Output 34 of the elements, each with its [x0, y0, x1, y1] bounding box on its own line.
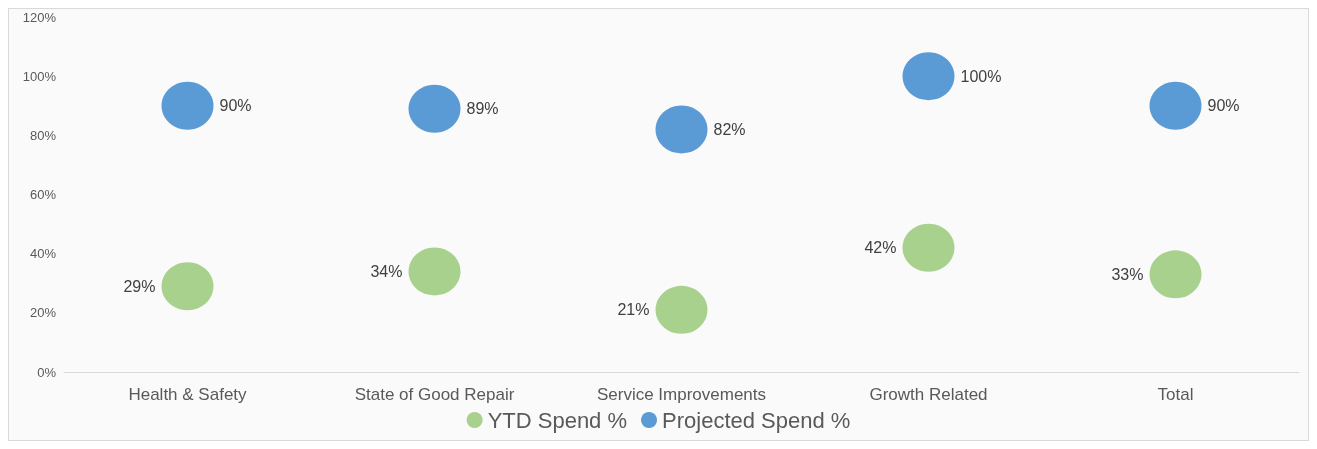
point [161, 262, 214, 311]
y-tick-label: 120% [22, 9, 57, 25]
point [1149, 250, 1202, 299]
point [408, 247, 461, 296]
data-label: 90% [1207, 97, 1240, 115]
point [902, 223, 955, 272]
y-tick-label: 20% [29, 305, 57, 321]
x-tick-label: Total [1157, 385, 1194, 404]
data-label: 33% [1111, 265, 1144, 283]
data-label: 42% [864, 239, 897, 257]
point [902, 52, 955, 101]
data-label: 29% [123, 277, 156, 295]
legend-label: Projected Spend % [662, 407, 851, 433]
legend-label: YTD Spend % [487, 407, 628, 433]
point [1149, 81, 1202, 130]
data-label: 100% [960, 67, 1002, 85]
y-tick-label: 100% [22, 68, 57, 84]
y-tick-label: 60% [29, 187, 57, 202]
data-label: 90% [219, 97, 252, 115]
point [161, 81, 214, 130]
y-tick-label: 40% [29, 246, 57, 262]
x-tick-label: Growth Related [869, 385, 988, 404]
data-label: 34% [370, 262, 403, 280]
x-tick-label: Health & Safety [128, 385, 248, 404]
data-label: 21% [617, 301, 650, 319]
point [408, 84, 461, 133]
x-tick-label: Service Improvements [596, 385, 767, 404]
y-tick-label: 0% [37, 364, 57, 380]
data-label: 89% [466, 100, 499, 118]
point [655, 105, 708, 154]
data-label: 82% [713, 120, 746, 138]
point [655, 285, 708, 334]
y-tick-label: 80% [29, 127, 57, 143]
x-tick-label: State of Good Repair [354, 385, 515, 404]
